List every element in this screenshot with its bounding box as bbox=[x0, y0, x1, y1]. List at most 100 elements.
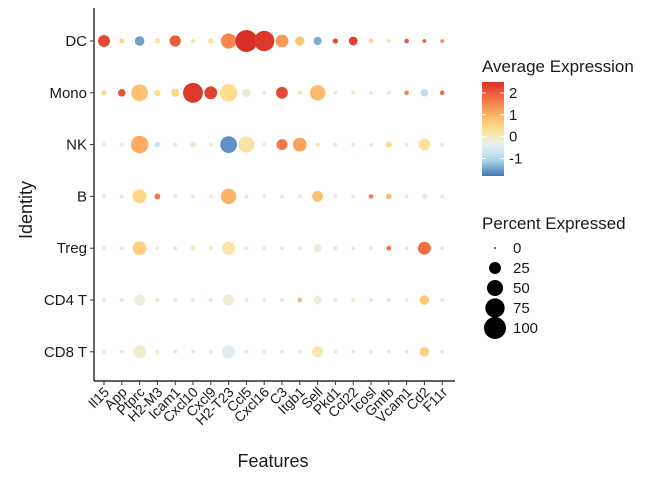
dot-cd4-t-cxcl10 bbox=[191, 298, 195, 302]
size-legend-label: 100 bbox=[513, 320, 538, 337]
dot-nk-app bbox=[119, 142, 124, 147]
size-legend-label: 50 bbox=[513, 280, 530, 297]
dot-b-h2-m3 bbox=[154, 193, 161, 200]
dot-mono-ptprc bbox=[131, 84, 148, 102]
dot-mono-icosl bbox=[369, 90, 373, 95]
color-legend-title: Average Expression bbox=[482, 57, 634, 76]
dot-nk-h2-m3 bbox=[154, 141, 161, 148]
dot-cd8-t-gmfb bbox=[386, 349, 391, 354]
dot-treg-ccl22 bbox=[351, 246, 356, 251]
dot-treg-itgb1 bbox=[297, 246, 302, 251]
dot-cd8-t-app bbox=[119, 349, 124, 354]
dot-treg-h2-m3 bbox=[155, 246, 160, 251]
dot-mono-cd2 bbox=[420, 89, 429, 97]
size-legend-label: 0 bbox=[513, 240, 521, 257]
dot-cd8-t-cd2 bbox=[419, 346, 430, 357]
dot-dc-pkd1 bbox=[332, 38, 339, 44]
dot-cd4-t-ccl22 bbox=[351, 298, 356, 302]
color-legend-label: 2 bbox=[509, 85, 517, 102]
dot-cd8-t-ptprc bbox=[133, 345, 147, 359]
dot-cd8-t-f11r bbox=[440, 349, 445, 354]
dot-dc-gmfb bbox=[386, 39, 391, 43]
dot-mono-f11r bbox=[439, 90, 445, 96]
dot-b-app bbox=[119, 194, 124, 199]
dot-cd4-t-gmfb bbox=[386, 298, 391, 302]
dot-cd8-t-sell bbox=[312, 346, 324, 358]
dot-cd4-t-icam1 bbox=[173, 298, 178, 302]
color-legend-bar bbox=[482, 82, 504, 176]
dot-nk-gmfb bbox=[385, 141, 392, 148]
dot-cd4-t-il15 bbox=[102, 298, 106, 302]
dot-treg-sell bbox=[313, 244, 322, 253]
dot-cd4-t-h2-m3 bbox=[155, 298, 160, 302]
dot-cd8-t-h2-m3 bbox=[155, 349, 160, 354]
dot-cd4-t-h2-t23 bbox=[223, 294, 235, 306]
dot-b-cxcl9 bbox=[208, 194, 213, 199]
dot-b-cxcl16 bbox=[262, 194, 267, 199]
dot-dc-cxcl16 bbox=[253, 30, 275, 52]
size-legend-dot bbox=[484, 317, 506, 339]
dot-dc-ccl22 bbox=[348, 36, 358, 46]
dot-dc-ccl5 bbox=[235, 30, 258, 52]
y-tick-label: Treg bbox=[57, 240, 87, 257]
dot-dc-h2-m3 bbox=[154, 38, 161, 44]
dot-nk-ptprc bbox=[130, 135, 149, 154]
size-legend-label: 25 bbox=[513, 260, 530, 277]
dot-cd8-t-c3 bbox=[280, 349, 284, 354]
dot-mono-c3 bbox=[276, 86, 288, 99]
dot-dc-sell bbox=[313, 36, 322, 46]
dot-treg-h2-t23 bbox=[222, 241, 236, 255]
dot-cd4-t-c3 bbox=[280, 298, 284, 302]
dot-nk-vcam1 bbox=[404, 142, 409, 147]
dot-nk-icosl bbox=[369, 142, 373, 147]
dot-dc-h2-t23 bbox=[220, 33, 237, 49]
dot-b-ccl5 bbox=[244, 194, 249, 199]
dot-cd8-t-icam1 bbox=[173, 349, 178, 354]
dot-dc-il15 bbox=[98, 35, 110, 47]
size-legend-dot bbox=[485, 298, 505, 318]
dot-cd4-t-ptprc bbox=[134, 294, 146, 306]
size-legend: Percent Expressed 0 25 50 75 100 bbox=[482, 214, 626, 339]
y-tick-label: Mono bbox=[49, 85, 87, 102]
dot-cd4-t-cxcl16 bbox=[262, 298, 267, 302]
dot-b-itgb1 bbox=[297, 194, 302, 199]
dot-nk-cxcl16 bbox=[262, 142, 267, 147]
dot-b-ptprc bbox=[132, 189, 147, 204]
dot-treg-c3 bbox=[280, 246, 284, 251]
dot-b-cxcl10 bbox=[191, 194, 195, 199]
dot-cd8-t-cxcl10 bbox=[191, 349, 195, 354]
dot-mono-cxcl16 bbox=[262, 90, 267, 95]
y-tick-label: CD4 T bbox=[44, 292, 87, 309]
dot-mono-h2-m3 bbox=[154, 89, 161, 96]
plot-area bbox=[98, 30, 445, 359]
dot-treg-vcam1 bbox=[404, 246, 409, 251]
color-legend: Average Expression 2 1 0 -1 bbox=[482, 57, 634, 176]
dot-treg-app bbox=[119, 246, 124, 251]
dot-b-f11r bbox=[440, 194, 445, 199]
dot-mono-pkd1 bbox=[333, 90, 338, 95]
dot-nk-ccl22 bbox=[351, 142, 356, 147]
dot-b-sell bbox=[312, 190, 324, 202]
dot-treg-cd2 bbox=[417, 241, 431, 255]
color-legend-label: 1 bbox=[509, 107, 517, 124]
size-legend-title: Percent Expressed bbox=[482, 214, 626, 233]
dot-mono-vcam1 bbox=[404, 90, 409, 96]
dot-mono-itgb1 bbox=[297, 90, 303, 96]
dot-dc-icosl bbox=[368, 38, 374, 44]
dot-cd4-t-pkd1 bbox=[333, 298, 338, 302]
dot-b-icam1 bbox=[173, 194, 178, 199]
dot-treg-cxcl16 bbox=[262, 246, 267, 251]
size-legend-dot bbox=[486, 279, 504, 297]
dot-nk-pkd1 bbox=[333, 142, 338, 147]
dot-b-il15 bbox=[102, 194, 106, 199]
dot-cd4-t-app bbox=[119, 298, 124, 302]
dot-b-gmfb bbox=[386, 193, 392, 200]
dot-b-c3 bbox=[280, 194, 284, 199]
dot-nk-c3 bbox=[276, 139, 288, 151]
color-legend-label: -1 bbox=[509, 151, 522, 168]
dot-mono-cxcl10 bbox=[183, 82, 203, 103]
dot-cd8-t-cxcl16 bbox=[262, 349, 267, 354]
